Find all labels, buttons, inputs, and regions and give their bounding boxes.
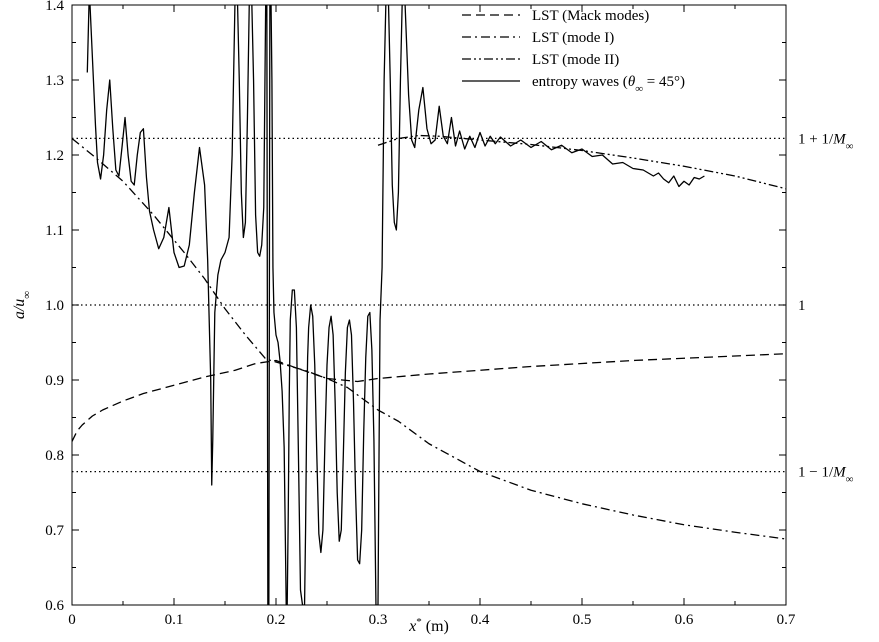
reference-line-label: 1 − 1/M∞ <box>798 465 854 486</box>
legend-label: entropy waves (θ∞ = 45°) <box>532 74 685 95</box>
y-axis-ticks: 0.6 0.7 0.8 0.9 1.0 1.1 1.2 1.3 1.4 <box>45 0 786 614</box>
y-tick-label: 1.2 <box>45 148 64 164</box>
x-tick-label: 0.4 <box>471 612 490 628</box>
legend-label: LST (Mack modes) <box>532 8 649 24</box>
reference-line-label: 1 <box>798 298 806 314</box>
x-tick-label: 0.1 <box>165 612 184 628</box>
series-line <box>72 137 786 540</box>
y-tick-label: 1.0 <box>45 298 64 314</box>
y-tick-label: 0.8 <box>45 448 64 464</box>
x-tick-label: 0.3 <box>369 612 388 628</box>
x-axis-label-sup: * <box>416 616 422 628</box>
legend-label: LST (mode II) <box>532 52 619 68</box>
x-tick-label: 0.7 <box>777 612 796 628</box>
y-tick-label: 0.7 <box>45 523 64 539</box>
x-axis-ticks: 0 0.1 0.2 0.3 0.4 0.5 0.6 0.7 <box>68 5 796 628</box>
x-tick-label: 0.2 <box>267 612 286 628</box>
series-line <box>86 5 705 605</box>
series-line <box>72 353 786 442</box>
y-tick-label: 1.1 <box>45 223 64 239</box>
y-tick-label: 1.4 <box>45 0 64 14</box>
series-line <box>377 134 786 190</box>
x-tick-label: 0.5 <box>573 612 592 628</box>
reference-line-label: 1 + 1/M∞ <box>798 131 854 152</box>
x-tick-label: 0.6 <box>675 612 694 628</box>
y-tick-label: 1.3 <box>45 73 64 89</box>
y-tick-label: 0.9 <box>45 373 64 389</box>
x-axis-label-main: x <box>408 618 416 635</box>
legend-label: LST (mode I) <box>532 30 614 46</box>
series-group <box>72 5 786 605</box>
reference-lines <box>72 137 786 473</box>
x-axis-label-unit: (m) <box>422 618 449 635</box>
reference-line-labels: 1 + 1/M∞ 1 1 − 1/M∞ <box>798 131 854 485</box>
y-axis-label-main: a/u <box>11 299 28 319</box>
y-axis-label-sub: ∞ <box>21 291 33 299</box>
legend: LST (Mack modes) LST (mode I) LST (mode II… <box>462 8 685 95</box>
y-tick-label: 0.6 <box>45 598 64 614</box>
y-axis-label: a/u∞ <box>11 291 33 319</box>
x-axis-label: x* (m) <box>408 616 449 635</box>
x-tick-label: 0 <box>68 612 76 628</box>
